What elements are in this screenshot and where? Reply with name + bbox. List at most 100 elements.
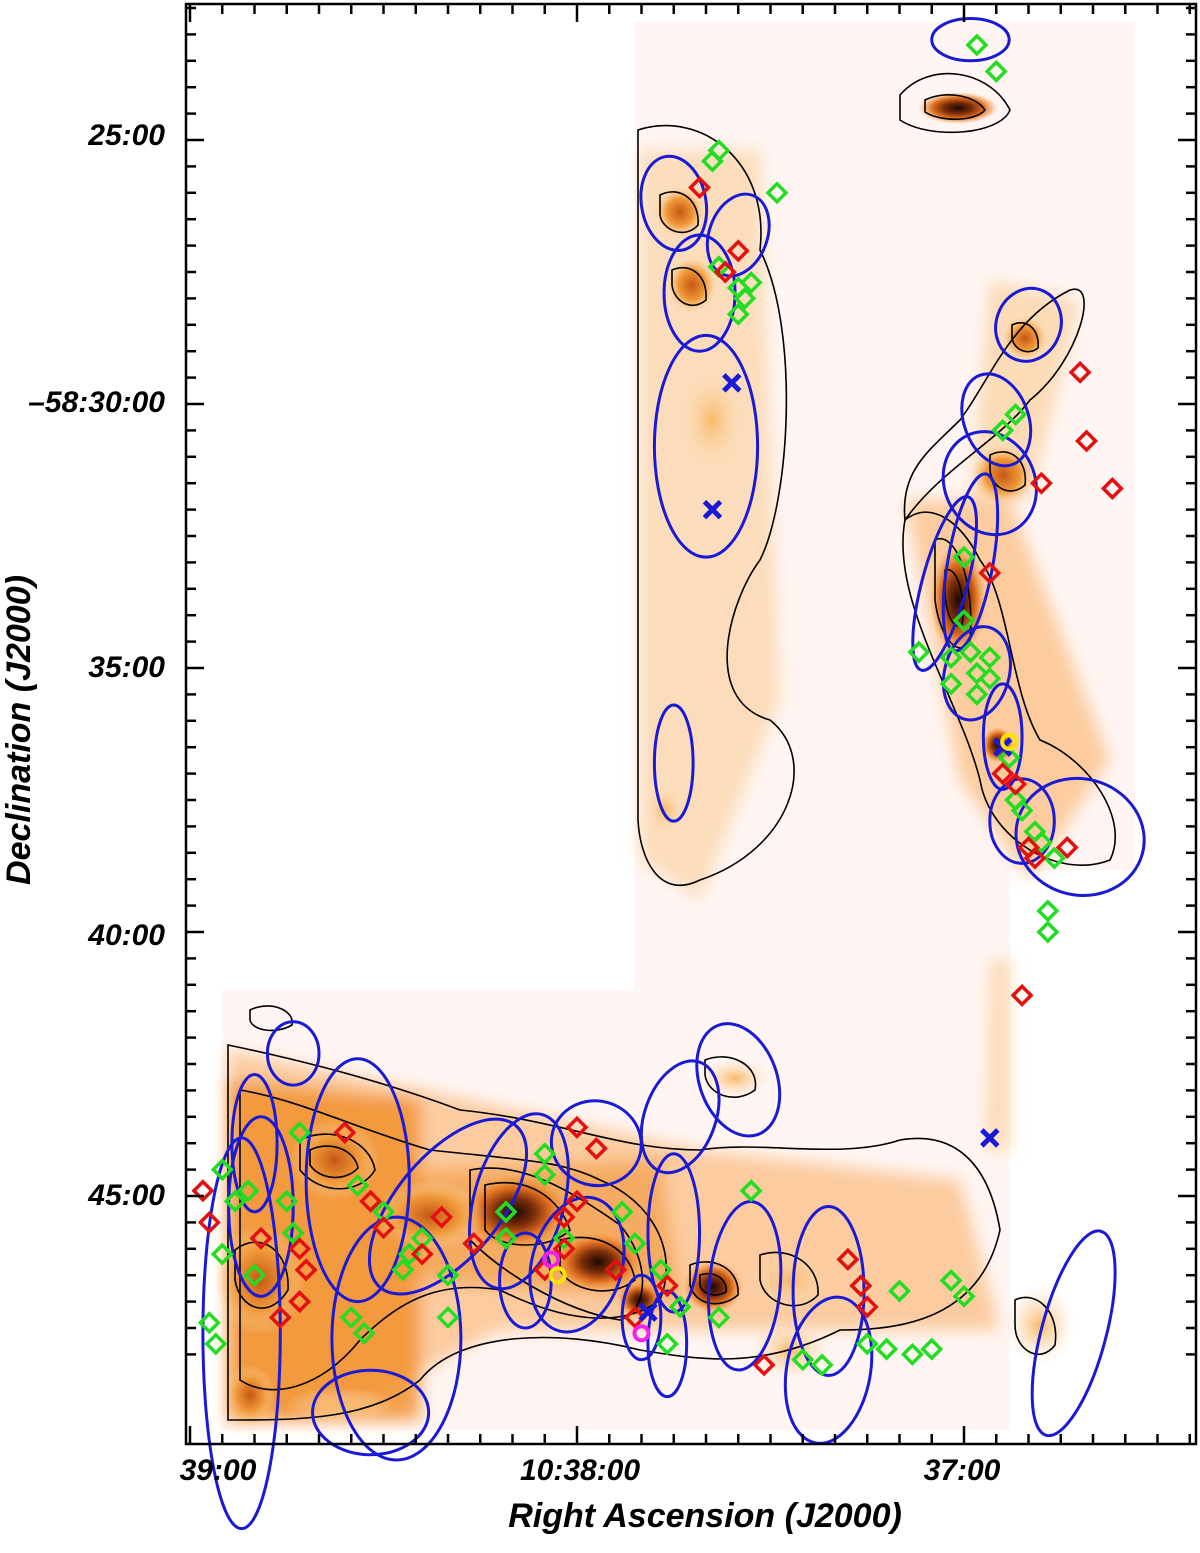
- green-diamond-marker: [655, 1332, 679, 1356]
- green-diamond-marker: [1036, 920, 1060, 944]
- source-ellipse: [695, 1022, 782, 1138]
- plot-frame: [184, 2, 1198, 1446]
- source-ellipse: [330, 1215, 463, 1462]
- green-diamond-marker: [346, 1173, 370, 1197]
- green-diamond-marker: [791, 1348, 815, 1372]
- red-diamond-marker: [604, 1258, 628, 1282]
- red-diamond-marker: [462, 1232, 486, 1255]
- green-diamond-marker: [533, 1142, 557, 1166]
- green-diamond-marker: [875, 1337, 899, 1361]
- green-diamond-marker: [952, 609, 976, 632]
- red-diamond-marker: [552, 1205, 576, 1229]
- green-diamond-marker: [1004, 403, 1028, 427]
- x-axis-title: Right Ascension (J2000): [508, 1497, 902, 1535]
- green-diamond-marker: [978, 645, 1002, 669]
- x-tick-labels: 39:00 10:38:00 37:00: [180, 1454, 1001, 1487]
- red-diamond-marker: [552, 1237, 576, 1261]
- red-diamond-marker: [623, 1305, 647, 1329]
- green-diamond-marker: [707, 139, 731, 163]
- source-ellipse: [1014, 776, 1146, 897]
- green-diamond-marker: [958, 640, 982, 664]
- red-diamond-marker: [752, 1353, 776, 1377]
- intensity-map: [215, 22, 1135, 1430]
- green-diamond-marker: [649, 1258, 673, 1282]
- green-diamond-marker: [210, 1242, 234, 1266]
- source-ellipse: [707, 1200, 783, 1372]
- red-diamond-marker: [1075, 429, 1099, 453]
- green-diamond-marker: [939, 645, 963, 669]
- blue-x-marker: [638, 1302, 658, 1322]
- green-diamond-marker: [907, 640, 931, 664]
- red-diamond-marker: [991, 762, 1015, 786]
- source-ellipse: [549, 1099, 643, 1188]
- source-ellipse: [941, 430, 1038, 537]
- red-diamond-marker: [410, 1242, 434, 1266]
- red-diamond-marker: [1100, 477, 1124, 500]
- green-diamond-marker: [668, 1295, 692, 1319]
- green-diamond-marker: [494, 1200, 518, 1224]
- green-diamond-marker: [920, 1337, 944, 1361]
- red-diamond-marker: [430, 1205, 454, 1229]
- green-diamond-marker: [991, 418, 1015, 442]
- source-ellipse: [705, 192, 771, 278]
- source-ellipse: [468, 1112, 570, 1291]
- green-diamond-marker: [281, 1221, 305, 1245]
- green-diamond-marker: [552, 1226, 576, 1250]
- green-diamond-marker: [939, 1269, 963, 1292]
- source-ellipse: [911, 495, 979, 672]
- green-diamond-marker: [888, 1279, 911, 1303]
- source-ellipse: [639, 154, 709, 252]
- source-ellipse: [227, 1115, 295, 1298]
- green-diamond-marker: [197, 1311, 221, 1335]
- green-diamond-marker: [436, 1263, 460, 1287]
- green-diamond-marker: [739, 1179, 763, 1203]
- source-markers: [191, 33, 1124, 1377]
- red-diamond-marker: [978, 561, 1002, 585]
- magenta-circle-marker: [542, 1250, 561, 1269]
- green-diamond-marker: [210, 1158, 234, 1182]
- source-ellipse: [639, 1059, 721, 1175]
- green-diamond-marker: [952, 545, 976, 569]
- green-diamond-marker: [204, 1332, 228, 1356]
- green-diamond-marker: [733, 286, 757, 310]
- green-diamond-marker: [1010, 799, 1034, 823]
- red-diamond-marker: [849, 1274, 873, 1298]
- red-diamond-marker: [333, 1121, 357, 1145]
- green-diamond-marker: [610, 1200, 634, 1224]
- magenta-circle-marker: [632, 1324, 651, 1343]
- green-diamond-marker: [965, 661, 989, 685]
- green-diamond-marker: [275, 1189, 299, 1213]
- green-diamond-marker: [533, 1163, 557, 1187]
- x-tick-label-0: 39:00: [180, 1454, 257, 1487]
- red-diamond-marker: [288, 1237, 312, 1261]
- x-tick-label-2: 37:00: [924, 1454, 1001, 1487]
- green-diamond-marker: [436, 1305, 460, 1329]
- red-diamond-marker: [1029, 471, 1053, 495]
- source-ellipse: [265, 1020, 321, 1087]
- source-ellipse: [646, 1289, 689, 1399]
- red-diamond-marker: [294, 1258, 318, 1282]
- y-tick-labels: 25:00 –58:30:00 35:00 40:00 45:00: [28, 119, 165, 1212]
- green-diamond-marker: [223, 1189, 247, 1213]
- red-diamond-marker: [655, 1274, 679, 1298]
- green-diamond-marker: [952, 1284, 976, 1308]
- green-diamond-marker: [494, 1226, 518, 1250]
- red-diamond-marker: [565, 1189, 589, 1213]
- red-diamond-marker: [197, 1210, 221, 1234]
- green-diamond-marker: [1036, 899, 1060, 923]
- green-diamond-marker: [739, 271, 763, 295]
- red-diamond-marker: [726, 239, 750, 263]
- red-diamond-marker: [359, 1189, 383, 1213]
- green-diamond-marker: [978, 667, 1002, 691]
- blue-x-marker: [980, 1128, 1000, 1148]
- green-diamond-marker: [726, 302, 750, 326]
- source-ellipse: [646, 1152, 702, 1314]
- red-diamond-marker: [713, 260, 737, 284]
- red-diamond-marker: [1023, 846, 1047, 870]
- red-diamond-marker: [1010, 983, 1034, 1007]
- y-tick-label-4: 45:00: [87, 1179, 165, 1212]
- source-ellipses: [201, 17, 1146, 1531]
- blue-x-marker: [702, 499, 723, 520]
- axis-ticks: [186, 4, 1196, 1444]
